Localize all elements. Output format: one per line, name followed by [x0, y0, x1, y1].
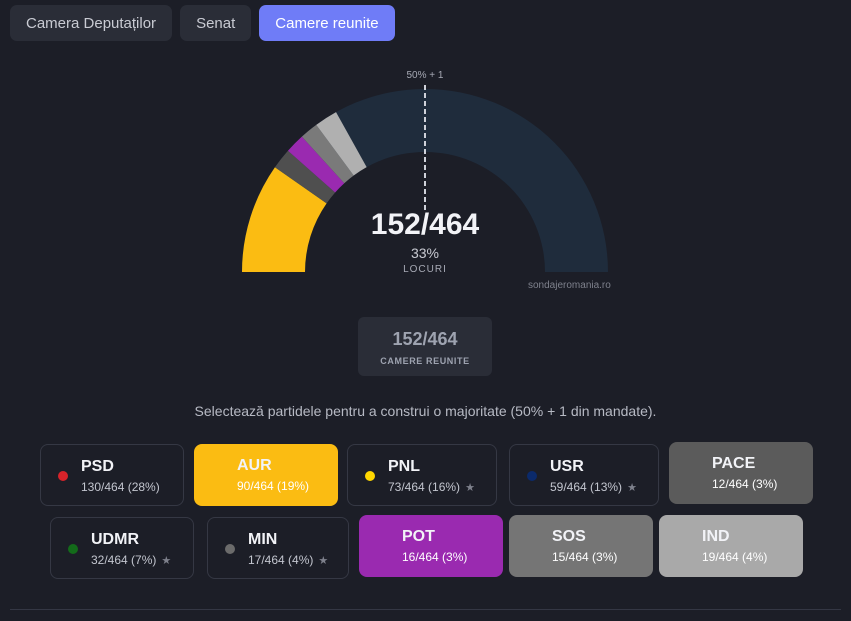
party-seats: 130/464 (28%): [81, 480, 160, 494]
gauge-seat-count: 152/464: [370, 208, 480, 241]
party-name: PACE: [712, 455, 756, 472]
party-color-dot: [225, 544, 235, 554]
star-icon: ★: [462, 482, 475, 494]
tab-camera-deputatilor[interactable]: Camera Deputaților: [10, 5, 173, 41]
party-name: SOS: [552, 528, 586, 545]
party-card-sos[interactable]: SOS 15/464 (3%): [509, 515, 653, 577]
party-name: POT: [402, 528, 435, 545]
party-seats: 59/464 (13%) ★: [550, 480, 637, 494]
gauge-segment-aur: [242, 167, 327, 272]
party-card-udmr[interactable]: UDMR 32/464 (7%) ★: [50, 517, 194, 579]
party-name: PSD: [81, 458, 114, 475]
watermark: sondajeromania.ro: [528, 280, 611, 291]
gauge-segment-ind: [316, 112, 367, 176]
party-card-min[interactable]: MIN 17/464 (4%) ★: [207, 517, 349, 579]
divider: [10, 609, 841, 610]
party-card-ind[interactable]: IND 19/464 (4%): [659, 515, 803, 577]
party-seats: 16/464 (3%): [402, 550, 468, 564]
party-card-psd[interactable]: PSD 130/464 (28%): [40, 444, 184, 506]
party-seats: 17/464 (4%) ★: [248, 553, 329, 567]
party-seats: 19/464 (4%): [702, 550, 768, 564]
party-name: MIN: [248, 531, 278, 548]
party-card-aur[interactable]: AUR 90/464 (19%): [194, 444, 338, 506]
summary-label: CAMERE REUNITE: [380, 356, 470, 366]
gauge-segment-pot: [287, 136, 345, 193]
party-seats: 90/464 (19%): [237, 479, 310, 493]
party-name: PNL: [388, 458, 420, 475]
party-color-dot: [68, 544, 78, 554]
party-seats: 15/464 (3%): [552, 550, 618, 564]
party-name: AUR: [237, 457, 272, 474]
party-seats: 32/464 (7%) ★: [91, 553, 172, 567]
star-icon: ★: [624, 482, 637, 494]
party-card-pot[interactable]: POT 16/464 (3%): [359, 515, 503, 577]
summary-value: 152/464: [392, 329, 458, 349]
majority-label: 50% + 1: [406, 70, 444, 81]
party-name: IND: [702, 528, 730, 545]
party-name: UDMR: [91, 531, 139, 548]
party-seats: 73/464 (16%) ★: [388, 480, 475, 494]
tab-senat[interactable]: Senat: [180, 5, 252, 41]
party-name: USR: [550, 458, 584, 475]
star-icon: ★: [158, 555, 172, 567]
party-color-dot: [58, 471, 68, 481]
party-color-dot: [365, 471, 375, 481]
party-card-usr[interactable]: USR 59/464 (13%) ★: [509, 444, 659, 506]
party-card-pnl[interactable]: PNL 73/464 (16%) ★: [347, 444, 497, 506]
gauge-caption: LOCURI: [403, 264, 447, 275]
party-color-dot: [527, 471, 537, 481]
party-seats: 12/464 (3%): [712, 477, 778, 491]
gauge-segment-min: [274, 150, 336, 204]
party-card-pace[interactable]: PACE 12/464 (3%): [669, 442, 813, 504]
gauge-percent: 33%: [410, 245, 440, 261]
instructions-text: Selectează partidele pentru a construi o…: [194, 403, 657, 419]
summary-box: 152/464 CAMERE REUNITE: [358, 317, 492, 376]
seat-gauge: [242, 85, 608, 272]
tab-camere-reunite[interactable]: Camere reunite: [259, 5, 395, 41]
chamber-tabs: Camera Deputaților Senat Camere reunite: [10, 5, 395, 41]
gauge-segment-sos: [301, 124, 354, 184]
star-icon: ★: [315, 555, 329, 567]
